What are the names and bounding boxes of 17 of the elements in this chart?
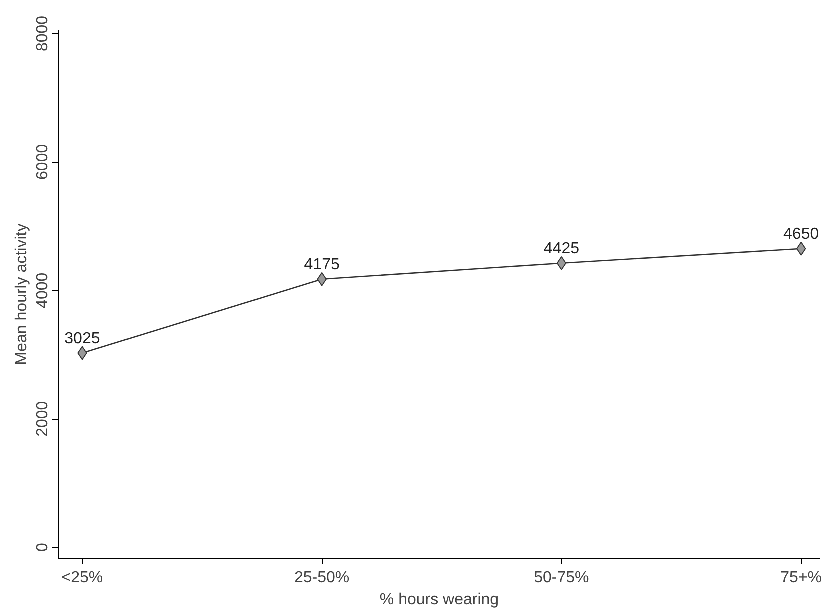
data-label: 4425 (544, 240, 580, 258)
y-tick-label: 6000 (34, 144, 52, 180)
point (556, 256, 567, 270)
data-label: 4175 (304, 256, 340, 274)
data-label: 3025 (64, 330, 100, 348)
y-tick-label: 4000 (34, 272, 52, 308)
data-label: 4650 (784, 226, 820, 243)
y-tick-label: 2000 (34, 401, 52, 437)
y-axis-title: Mean hourly activity (14, 224, 30, 366)
point (796, 242, 806, 256)
x-axis-title: % hours wearing (380, 592, 500, 608)
x-tick-label: <25% (62, 570, 104, 586)
x-tick-label: 25-50% (294, 570, 350, 586)
x-tick-label: 75+% (780, 570, 822, 586)
x-tick-label: 50-75% (534, 570, 590, 586)
y-tick-label: 0 (34, 543, 52, 552)
y-tick-label: 8000 (34, 16, 52, 52)
